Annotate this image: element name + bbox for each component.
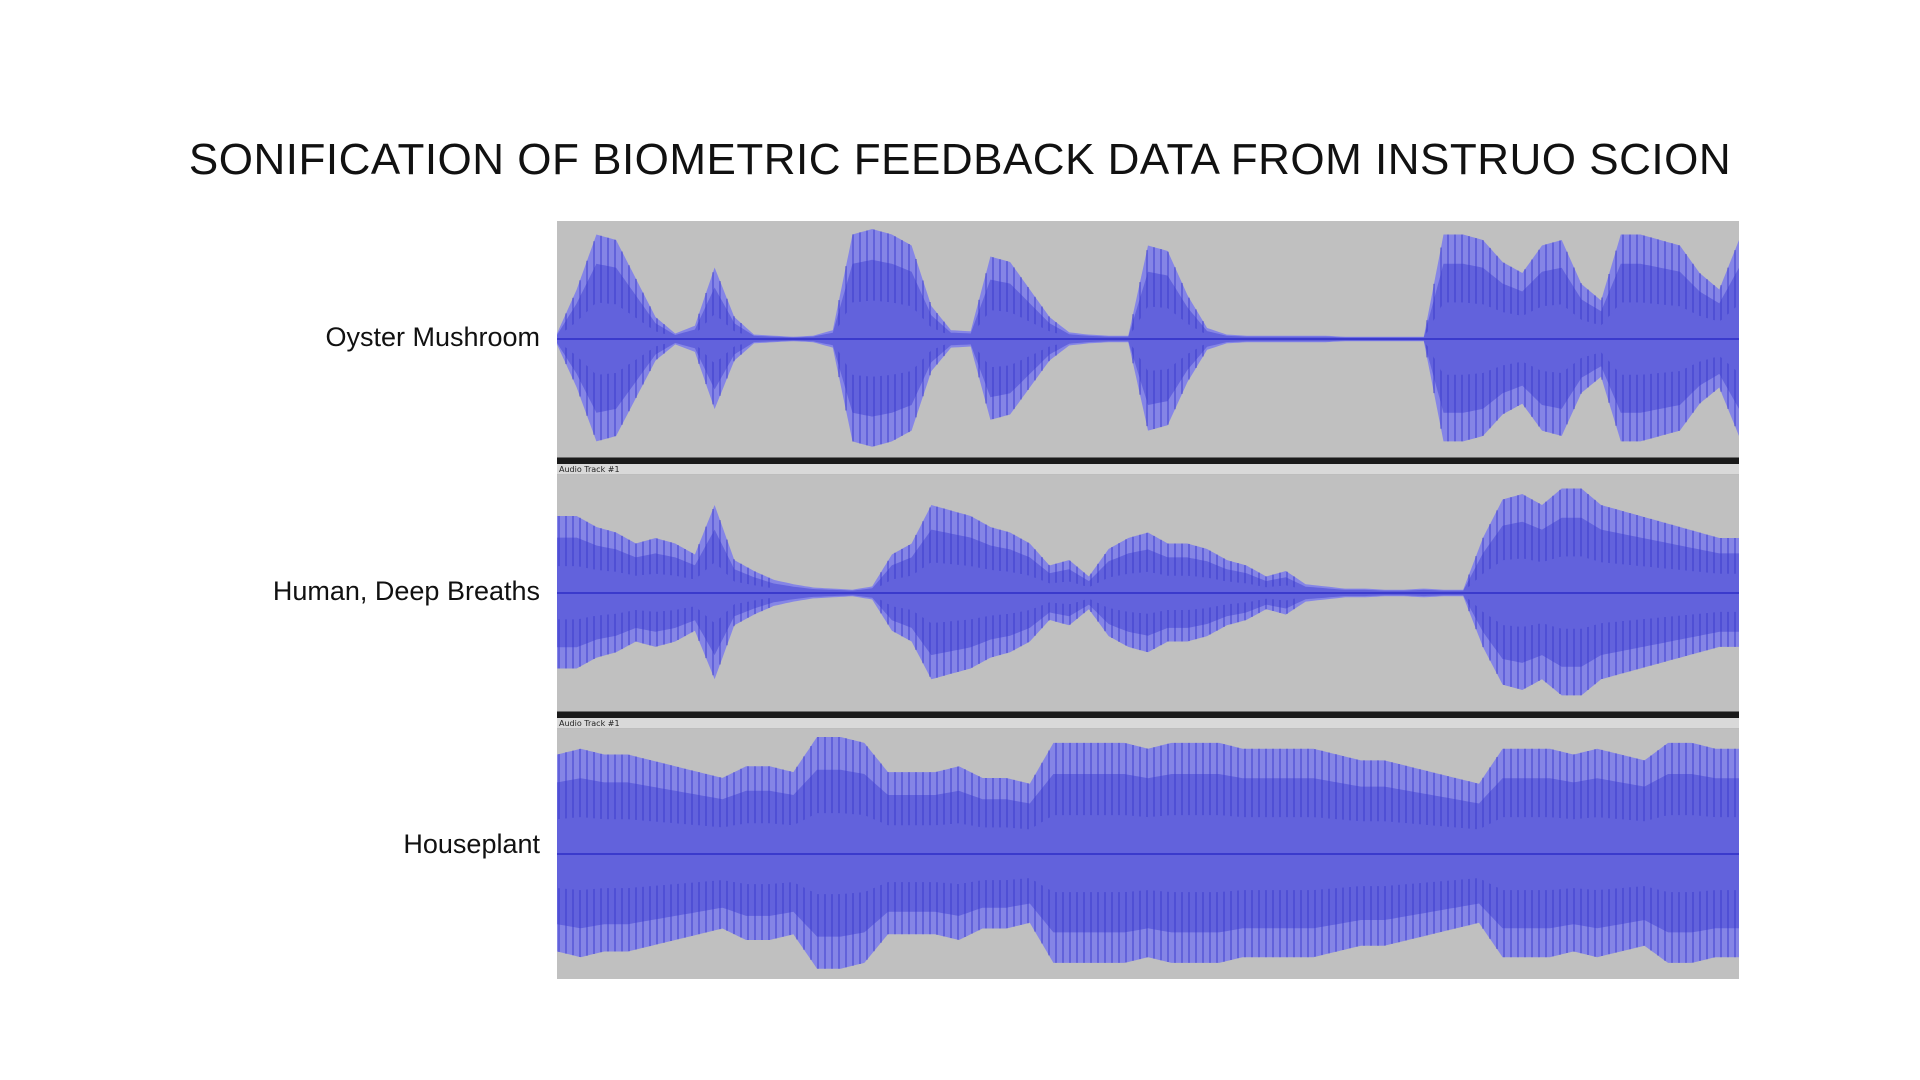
- track-label-human-deep-breaths: Human, Deep Breaths: [272, 576, 540, 606]
- waveform-svg-oyster-mushroom: [557, 229, 1739, 447]
- track-label-oyster-mushroom: Oyster Mushroom: [325, 322, 540, 352]
- track-header-audio-track-1[interactable]: Audio Track #1: [557, 718, 1739, 729]
- waveform-oyster-mushroom[interactable]: [557, 221, 1739, 457]
- track-divider: [557, 457, 1739, 464]
- track-label-houseplant: Houseplant: [403, 829, 540, 859]
- page-title: SONIFICATION OF BIOMETRIC FEEDBACK DATA …: [188, 135, 1732, 184]
- track-divider: [557, 711, 1739, 718]
- waveform-svg-human-deep-breaths: [557, 488, 1739, 696]
- waveform-houseplant[interactable]: [557, 729, 1739, 979]
- waveform-human-deep-breaths[interactable]: [557, 475, 1739, 711]
- track-header-audio-track-1[interactable]: Audio Track #1: [557, 464, 1739, 475]
- waveform-svg-houseplant: [557, 737, 1739, 969]
